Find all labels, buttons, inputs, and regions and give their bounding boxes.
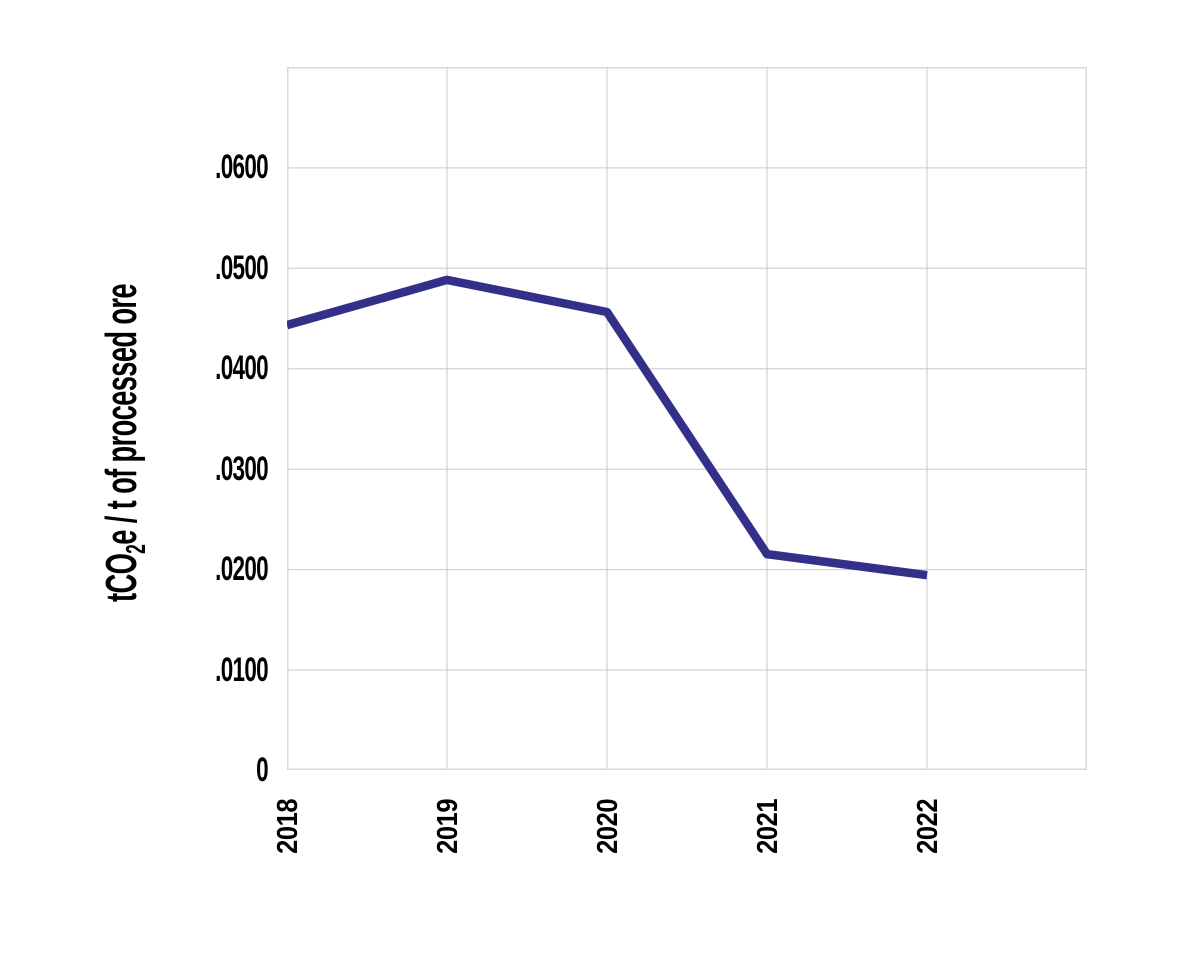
plot-area (287, 67, 1087, 770)
y-axis-title-suffix: e / t of processed ore (97, 284, 146, 545)
y-tick-label-0100: .0100 (215, 651, 269, 689)
y-tick-label-0400: .0400 (215, 349, 269, 387)
y-tick-label-0200: .0200 (215, 550, 269, 588)
y-tick-label-0300: .0300 (215, 450, 269, 488)
vertical-gridlines (446, 67, 928, 770)
plot-border (287, 67, 1087, 770)
y-tick-label-0600: .0600 (215, 148, 269, 186)
horizontal-gridlines (287, 167, 1087, 671)
x-tick-label-2019: 2019 (432, 798, 464, 854)
x-tick-label-2022: 2022 (912, 798, 944, 854)
y-tick-label-0500: .0500 (215, 249, 269, 287)
series-line (287, 275, 928, 580)
x-tick-label-2020: 2020 (592, 798, 624, 854)
x-tick-label-2018: 2018 (272, 798, 304, 854)
x-tick-label-2021: 2021 (752, 798, 784, 854)
y-tick-label-0: 0 (256, 751, 268, 789)
